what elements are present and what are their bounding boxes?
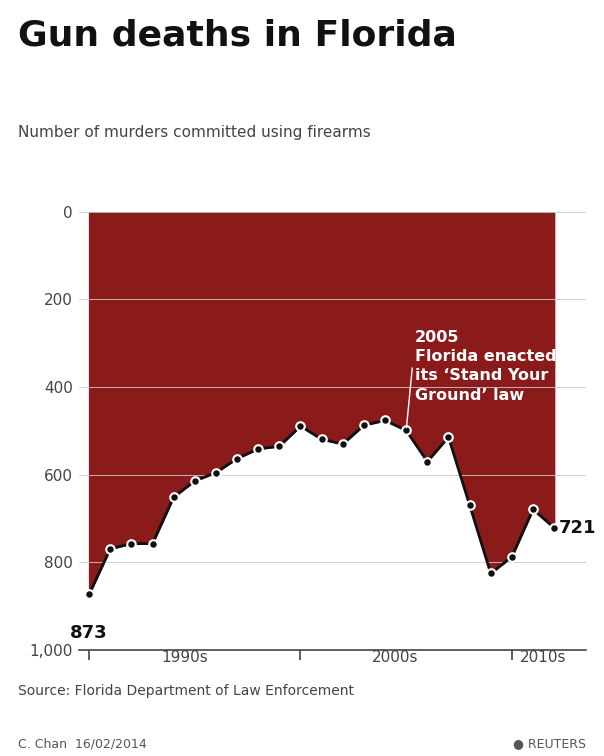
Point [232, 453, 242, 465]
Point [127, 538, 137, 550]
Point [338, 438, 347, 450]
Point [190, 475, 200, 487]
Text: Number of murders committed using firearms: Number of murders committed using firear… [18, 125, 371, 140]
Point [465, 499, 475, 511]
Point [359, 419, 368, 431]
Point [84, 588, 94, 600]
Point [402, 424, 411, 436]
Text: Source: Florida Department of Law Enforcement: Source: Florida Department of Law Enforc… [18, 684, 354, 699]
Point [549, 522, 559, 534]
Text: C. Chan  16/02/2014: C. Chan 16/02/2014 [18, 737, 147, 750]
Text: 2010s: 2010s [521, 650, 567, 665]
Point [444, 431, 454, 443]
Point [528, 503, 538, 516]
Text: 1990s: 1990s [161, 650, 208, 665]
Text: ● REUTERS: ● REUTERS [513, 737, 586, 750]
Point [211, 466, 221, 479]
Point [105, 543, 115, 555]
Point [423, 456, 432, 468]
Text: 2005
Florida enacted
its ‘Stand Your
Ground’ law: 2005 Florida enacted its ‘Stand Your Gro… [415, 330, 556, 403]
Point [253, 443, 263, 455]
Point [295, 420, 305, 432]
Point [486, 567, 495, 579]
Text: 873: 873 [70, 624, 108, 642]
Point [507, 550, 516, 562]
Point [169, 491, 179, 503]
Point [148, 538, 158, 550]
Point [316, 433, 326, 445]
Point [380, 414, 390, 426]
Text: 2000s: 2000s [373, 650, 419, 665]
Text: 721: 721 [559, 519, 596, 537]
Point [274, 440, 284, 452]
Text: Gun deaths in Florida: Gun deaths in Florida [18, 19, 457, 53]
